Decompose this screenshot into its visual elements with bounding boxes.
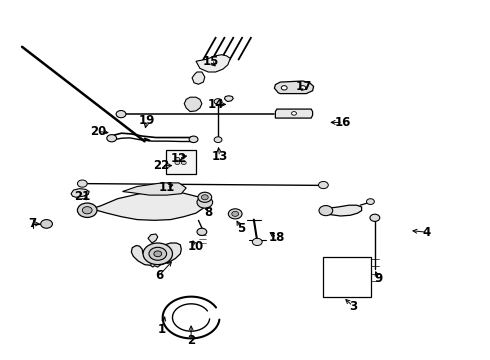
Text: 17: 17 <box>295 80 312 93</box>
Circle shape <box>281 86 287 90</box>
Circle shape <box>232 211 239 216</box>
Bar <box>323 257 371 297</box>
Text: 11: 11 <box>158 181 175 194</box>
Polygon shape <box>196 55 230 72</box>
Circle shape <box>77 203 97 217</box>
Text: 18: 18 <box>269 231 285 244</box>
Circle shape <box>201 195 208 200</box>
Circle shape <box>154 251 162 257</box>
Text: 20: 20 <box>90 125 106 138</box>
Text: 1: 1 <box>158 323 166 336</box>
Text: 21: 21 <box>74 190 91 203</box>
Circle shape <box>82 207 92 214</box>
Text: 22: 22 <box>153 159 170 172</box>
Circle shape <box>318 181 328 189</box>
Circle shape <box>197 197 213 208</box>
Circle shape <box>175 161 180 165</box>
Circle shape <box>367 199 374 204</box>
Text: 4: 4 <box>422 226 430 239</box>
Polygon shape <box>184 97 202 112</box>
Polygon shape <box>323 205 362 216</box>
Circle shape <box>143 243 172 265</box>
Circle shape <box>319 206 333 216</box>
Polygon shape <box>131 243 181 266</box>
FancyBboxPatch shape <box>166 150 196 174</box>
Polygon shape <box>151 260 161 267</box>
Text: 13: 13 <box>211 150 228 163</box>
Circle shape <box>214 99 222 104</box>
Circle shape <box>197 228 207 235</box>
Circle shape <box>149 247 167 260</box>
Text: 15: 15 <box>202 55 219 68</box>
Text: 16: 16 <box>335 116 351 129</box>
Circle shape <box>198 192 212 202</box>
Polygon shape <box>148 234 158 243</box>
Text: 7: 7 <box>28 217 36 230</box>
Circle shape <box>252 238 262 246</box>
Circle shape <box>116 111 126 118</box>
Text: 12: 12 <box>171 152 187 165</box>
Polygon shape <box>275 109 313 118</box>
Polygon shape <box>122 183 186 195</box>
Text: 6: 6 <box>155 269 163 282</box>
Circle shape <box>107 135 117 142</box>
Circle shape <box>41 220 52 228</box>
Polygon shape <box>71 189 89 197</box>
Circle shape <box>300 86 306 90</box>
Polygon shape <box>274 81 314 94</box>
Polygon shape <box>82 192 206 220</box>
Circle shape <box>292 112 296 115</box>
Text: 14: 14 <box>207 98 224 111</box>
Text: 19: 19 <box>139 114 155 127</box>
Circle shape <box>181 161 186 165</box>
Circle shape <box>214 137 222 143</box>
Text: 8: 8 <box>204 206 212 219</box>
Text: 9: 9 <box>374 273 382 285</box>
Polygon shape <box>192 72 205 84</box>
Circle shape <box>189 136 198 143</box>
Circle shape <box>77 180 87 187</box>
Text: 3: 3 <box>349 300 357 312</box>
Text: 2: 2 <box>187 334 195 347</box>
Text: 10: 10 <box>188 240 204 253</box>
Circle shape <box>228 209 242 219</box>
Circle shape <box>370 214 380 221</box>
Polygon shape <box>224 96 233 102</box>
Text: 5: 5 <box>237 222 245 235</box>
Circle shape <box>175 157 180 161</box>
